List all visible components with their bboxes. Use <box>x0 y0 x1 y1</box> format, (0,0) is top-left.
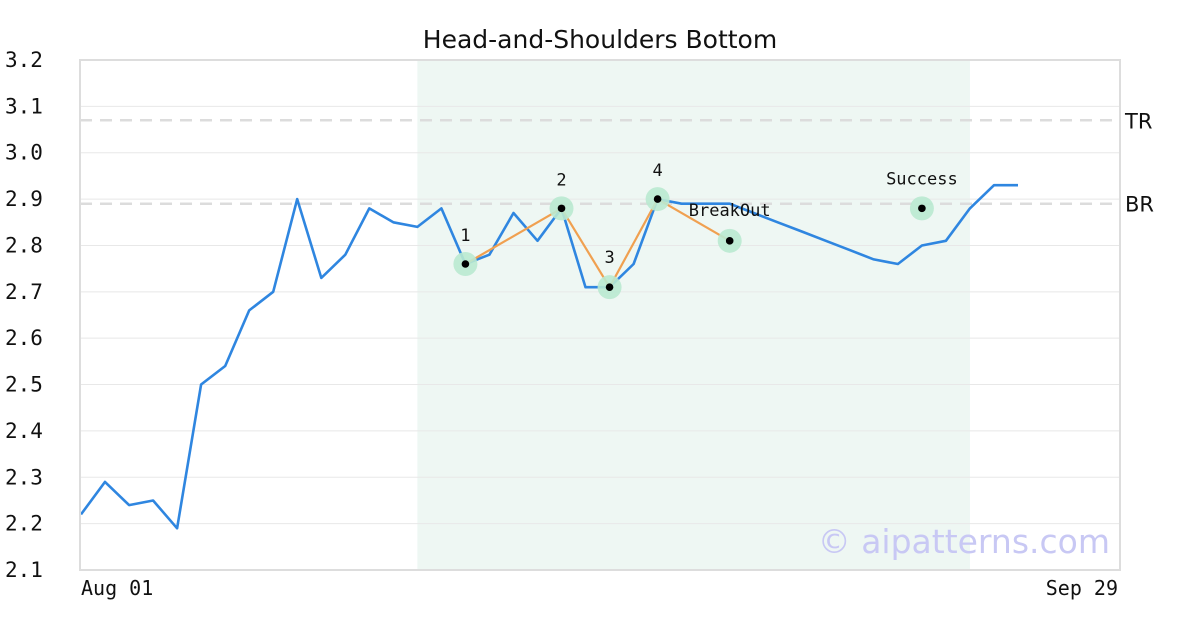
pattern-window-shade <box>417 60 970 570</box>
success-label: Success <box>886 169 958 189</box>
pattern-point-dot <box>653 195 662 203</box>
pattern-point-label: 4 <box>652 161 662 181</box>
reference-label-tr: TR <box>1124 109 1152 133</box>
y-tick-label: 2.6 <box>5 326 43 350</box>
reference-label-br: BR <box>1125 193 1154 217</box>
y-tick-label: 3.1 <box>5 94 43 118</box>
y-tick-label: 2.5 <box>5 373 43 397</box>
pattern-point-dot <box>725 237 734 245</box>
pattern-point-dot <box>557 204 566 213</box>
plot-area-frame <box>79 59 1121 571</box>
pattern-point-dot <box>461 260 470 268</box>
price-series-line <box>79 183 1018 530</box>
y-tick-label: 3.0 <box>5 141 43 165</box>
x-tick-label: Sep 29 <box>1046 576 1118 600</box>
watermark: © aipatterns.com <box>818 522 1110 561</box>
pattern-point-dot <box>605 283 614 291</box>
y-tick-label: 2.1 <box>5 558 43 582</box>
y-tick-label: 2.9 <box>5 187 43 211</box>
y-tick-label: 3.2 <box>5 48 43 72</box>
y-tick-label: 2.8 <box>5 233 43 257</box>
pattern-point-dot <box>918 204 926 213</box>
chart-title: Head-and-Shoulders Bottom <box>423 25 777 54</box>
pattern-point-label: 3 <box>604 248 614 268</box>
pattern-point-label: 2 <box>556 170 566 190</box>
y-tick-label: 2.7 <box>5 280 43 304</box>
pattern-point-label: 1 <box>460 226 470 246</box>
y-tick-label: 2.2 <box>5 512 43 536</box>
x-tick-label: Aug 01 <box>81 576 153 600</box>
y-tick-label: 2.3 <box>5 465 43 489</box>
pattern-point-label: BreakOut <box>689 201 771 221</box>
y-tick-label: 2.4 <box>5 419 43 443</box>
